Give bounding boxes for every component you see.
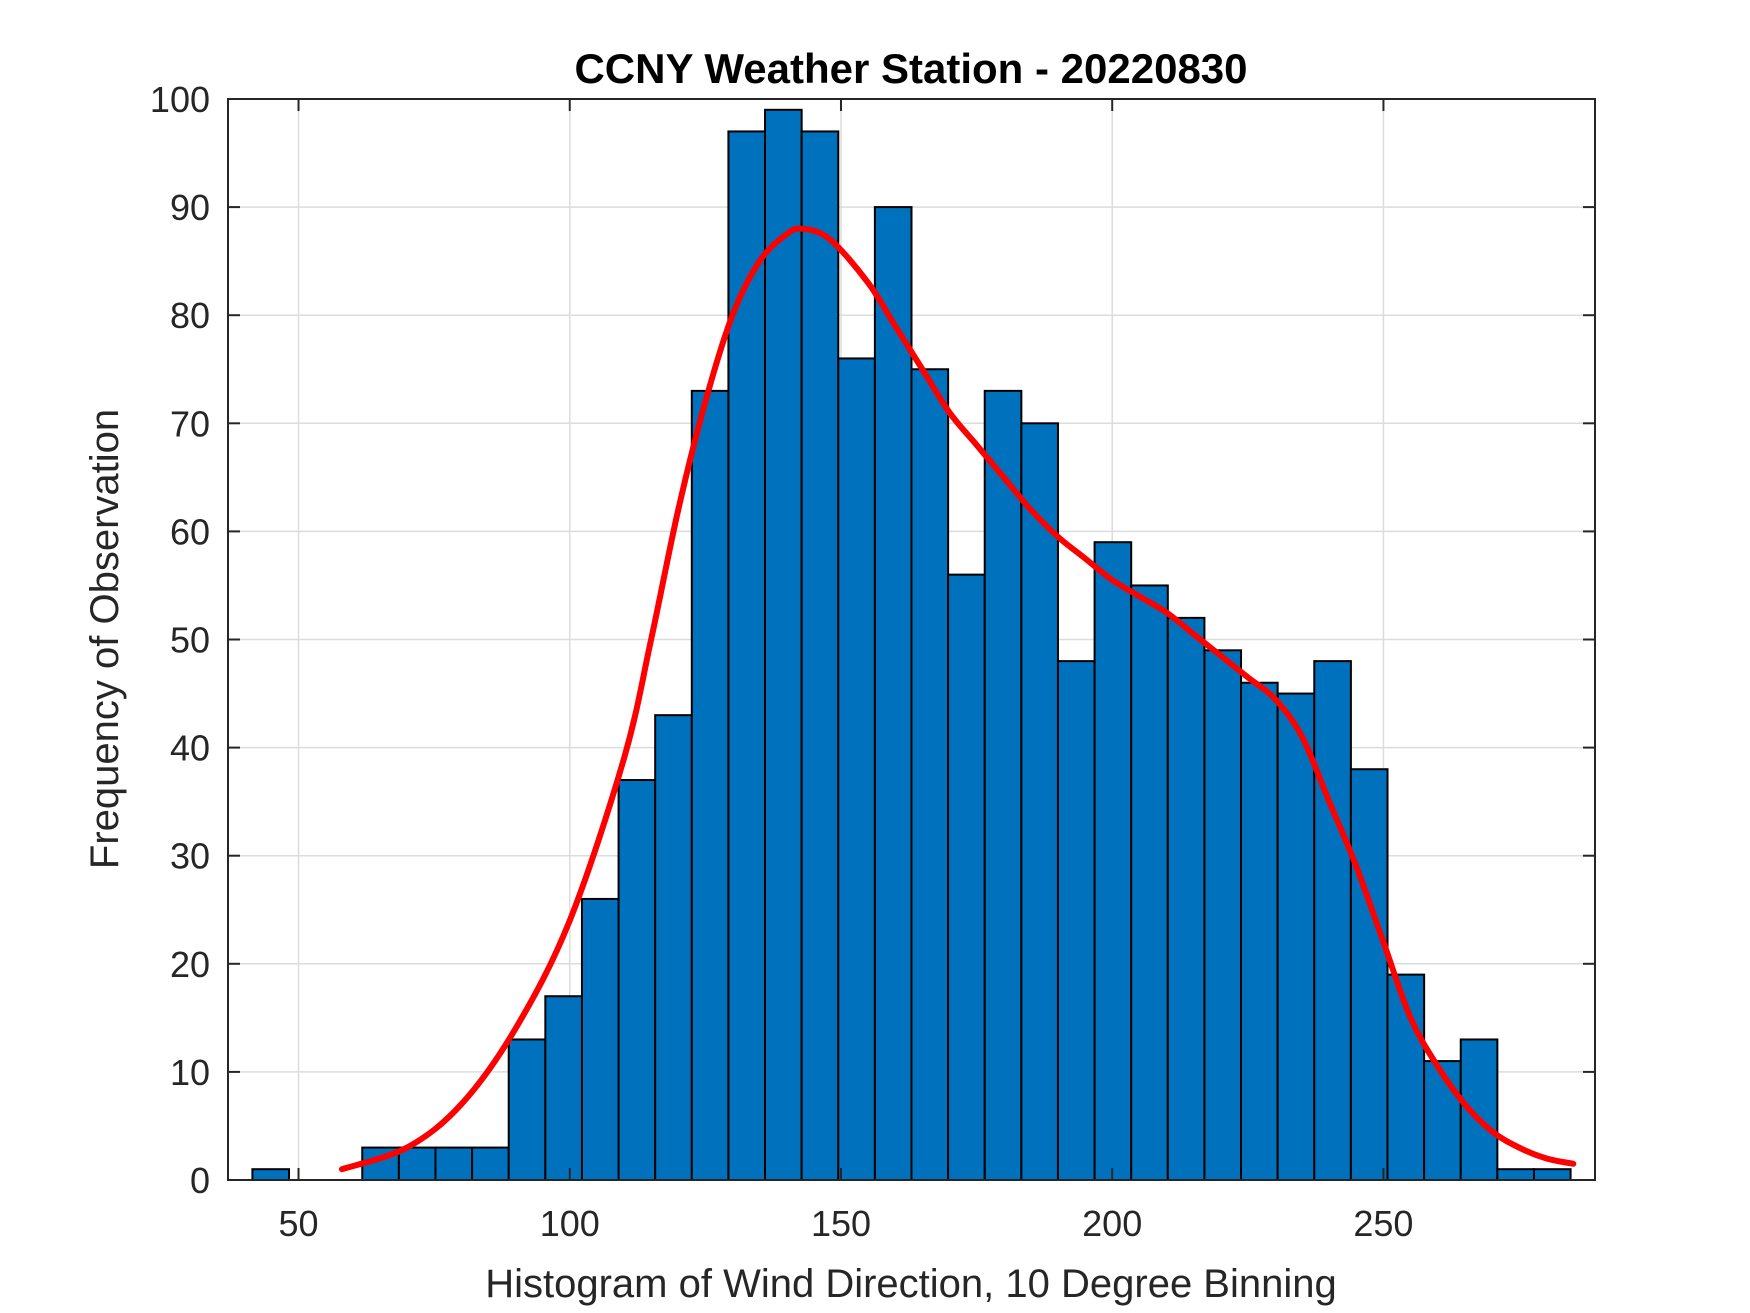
histogram-bar — [1276, 692, 1316, 1181]
histogram-bar — [1240, 681, 1279, 1181]
histogram-bar — [1496, 1168, 1535, 1181]
histogram-bar — [1349, 768, 1389, 1181]
histogram-bar — [1020, 422, 1059, 1181]
histogram-bar — [910, 368, 950, 1181]
density-fit-line — [338, 225, 1577, 1173]
y-tick-label: 20 — [170, 944, 210, 985]
histogram-bar — [800, 130, 840, 1181]
y-tick-label: 60 — [170, 511, 210, 552]
histogram-bar — [690, 389, 730, 1181]
histogram-bar — [507, 1038, 547, 1181]
histogram-bar — [654, 714, 693, 1181]
x-tick-label: 150 — [811, 1203, 871, 1244]
chart-title: CCNY Weather Station - 20220830 — [574, 45, 1247, 92]
y-tick-label: 50 — [170, 620, 210, 661]
y-tick-label: 90 — [170, 187, 210, 228]
histogram-bar — [837, 357, 876, 1181]
y-tick-label: 10 — [170, 1052, 210, 1093]
histogram-bar — [983, 389, 1023, 1181]
y-axis-label: Frequency of Observation — [83, 409, 127, 869]
histogram-bar — [947, 573, 986, 1181]
histogram-bar — [617, 779, 657, 1182]
y-tick-label: 70 — [170, 403, 210, 444]
histogram-bar — [873, 206, 913, 1182]
histogram-bar — [1313, 660, 1352, 1181]
histogram-bar — [1532, 1168, 1572, 1181]
histogram-bar — [434, 1146, 474, 1181]
histogram-bar — [1056, 660, 1096, 1181]
histogram-bars — [251, 108, 1572, 1182]
histogram-bar — [471, 1146, 510, 1181]
x-tick-labels: 50 100 150 200 250 — [278, 1203, 1413, 1244]
histogram-bar — [251, 1168, 291, 1181]
x-tick-label: 50 — [278, 1203, 318, 1244]
y-tick-label: 40 — [170, 728, 210, 769]
x-tick-label: 100 — [540, 1203, 600, 1244]
histogram-bar — [544, 995, 583, 1181]
y-tick-label: 30 — [170, 836, 210, 877]
x-tick-label: 200 — [1082, 1203, 1142, 1244]
x-tick-label: 250 — [1353, 1203, 1413, 1244]
histogram-bar — [1093, 541, 1133, 1181]
histogram-bar — [1166, 616, 1206, 1181]
y-tick-labels: 0 10 20 30 40 50 60 70 80 90 100 — [150, 79, 210, 1201]
histogram-bar — [1203, 649, 1243, 1181]
x-axis-label: Histogram of Wind Direction, 10 Degree B… — [485, 1262, 1337, 1306]
y-tick-label: 100 — [150, 79, 210, 120]
histogram-bar — [397, 1146, 437, 1181]
histogram-bar — [764, 108, 803, 1181]
y-tick-label: 80 — [170, 295, 210, 336]
y-tick-label: 0 — [190, 1160, 210, 1201]
density-curve — [338, 225, 1577, 1173]
histogram-bar — [1130, 584, 1169, 1181]
axis-ticks — [228, 98, 1595, 1181]
histogram-bar — [580, 897, 620, 1181]
